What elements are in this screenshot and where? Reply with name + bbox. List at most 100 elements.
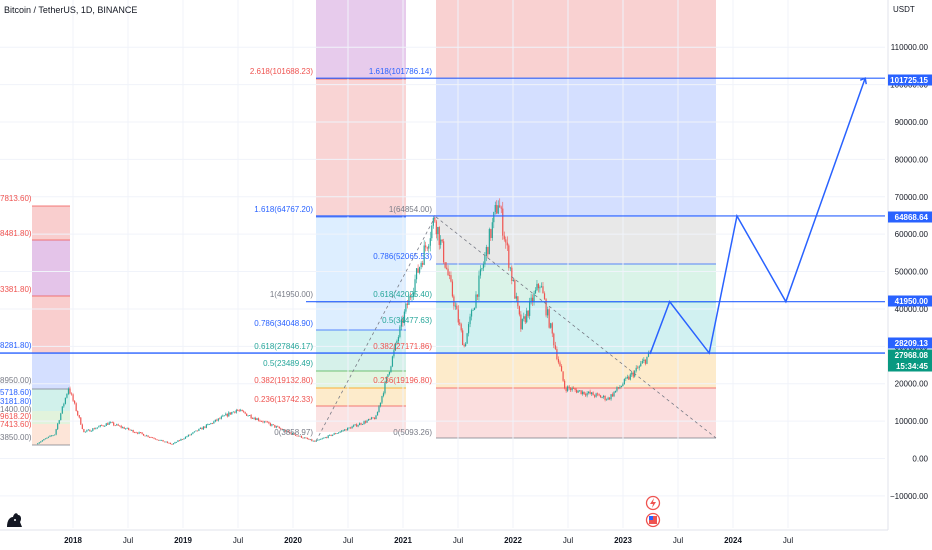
candle-body [496,205,498,214]
candle-body [299,435,301,437]
candle-body [626,376,628,379]
candle-body [335,433,337,435]
candle-body [201,427,203,430]
candle-body [113,422,115,426]
candle-body [156,439,158,441]
candle-body [131,429,133,431]
time-axis-tick: Jul [123,536,133,545]
candle-body [327,435,329,438]
orange-zone-2 [436,353,716,388]
candle-body [132,429,134,433]
candle-body [241,409,243,412]
candle-body [352,425,355,427]
candle-body [531,297,534,303]
fib-label: 0.786(34048.90) [254,319,313,328]
candle-body [482,264,485,269]
time-axis-tick: 2019 [174,536,192,545]
candle-body [391,356,394,367]
candle-body [556,349,558,360]
candle-body [271,424,273,426]
candle-body [96,427,98,429]
candle-body [165,441,167,443]
left-orange-zone [32,424,70,445]
candle-body [302,437,304,439]
candle-body [571,388,573,391]
candle-body [601,397,603,398]
candle-body [254,417,257,420]
candle-body [213,421,215,424]
candle-body [272,424,274,426]
candle-body [174,442,176,444]
candle-body [613,392,615,397]
candle-body [190,433,193,435]
candle-body [225,413,227,416]
candle-body [529,300,531,316]
left-purple-zone [32,240,70,296]
candle-body [564,380,566,389]
candle-body [382,393,385,397]
candle-body [317,439,319,441]
candle-body [459,322,461,325]
candle-body [214,419,216,422]
time-axis-tick: 2022 [504,536,522,545]
price-axis-tick: 90000.00 [895,118,929,127]
fib-label: 3181.80) [0,397,32,406]
price-axis-tick: 70000.00 [895,193,929,202]
fib-label: 0.618(27846.17) [254,342,313,351]
price-axis-tick: 60000.00 [895,230,929,239]
candle-body [66,393,68,398]
candle-body [542,286,544,294]
candle-body [466,333,468,344]
price-axis-tick: −10000.00 [890,492,929,501]
candle-body [456,305,458,310]
candle-body [460,324,462,331]
candle-body [55,429,57,435]
candle-body [425,245,427,248]
candle-body [289,432,291,433]
candle-body [192,432,194,434]
candle-body [47,436,50,438]
time-axis-tick: 2024 [724,536,742,545]
candle-body [440,239,442,245]
candle-body [189,434,191,436]
candle-body [63,403,65,407]
candle-body [243,411,245,413]
candle-body [350,427,352,429]
time-axis-tick: Jul [673,536,683,545]
fib-label: 0.5(34477.63) [382,316,432,325]
teal-zone-2 [436,302,716,353]
candle-body [505,239,507,243]
candle-body [411,296,413,298]
candle-body [125,428,127,430]
candle-body [74,400,76,404]
candle-body [116,424,118,426]
candle-body [530,297,532,301]
fib-zones [32,0,716,446]
candle-body [208,423,210,425]
time-axis-tick: 2021 [394,536,412,545]
tradingview-logo-icon[interactable] [3,508,27,530]
candle-body [72,394,74,401]
candle-body [403,311,405,324]
candle-body [333,433,335,435]
candle-body [120,425,122,428]
candle-body [341,430,343,432]
candle-body [269,423,271,426]
candle-body [631,372,633,375]
candle-body [150,437,152,438]
candle-body [260,421,263,422]
candle-body [490,229,492,238]
candle-body [145,435,148,437]
candle-body [434,217,436,222]
candle-body [367,418,370,421]
candle-body [375,415,377,420]
candle-body [268,421,270,424]
candle-body [135,432,137,434]
fib-label: 3381.80) [0,285,32,294]
fib-label: 2.618(101688.23) [250,67,314,76]
candle-body [597,393,599,395]
candle-body [321,438,323,440]
candle-body [420,263,422,268]
